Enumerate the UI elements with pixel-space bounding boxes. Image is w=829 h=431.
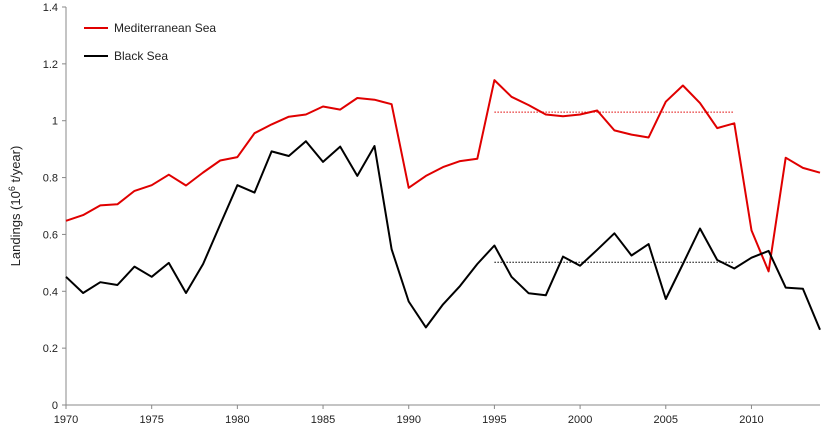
y-tick-label: 1.2 (43, 59, 58, 71)
series-line-black-sea (65, 140, 821, 331)
legend-label-mediterranean-sea: Mediterranean Sea (114, 21, 216, 35)
x-axis-ticks: 1970 1975 1980 1985 1990 1995 2000 2005 2010 (54, 405, 764, 426)
y-axis-title-prefix: Landings (10 (8, 191, 23, 266)
y-tick-label: 1 (52, 116, 58, 128)
x-tick-label: 1990 (396, 414, 420, 426)
y-tick-label: 0 (52, 400, 58, 412)
x-tick-label: 2010 (739, 414, 763, 426)
y-axis-title: Landings (106 t/year) (7, 146, 23, 267)
series-lines (65, 79, 821, 331)
y-tick-label: 0.6 (43, 229, 58, 241)
y-tick-label: 0.8 (43, 173, 58, 185)
x-tick-label: 2000 (568, 414, 592, 426)
x-tick-label: 1980 (225, 414, 249, 426)
x-tick-label: 1985 (311, 414, 335, 426)
y-tick-label: 1.4 (43, 2, 58, 14)
reference-lines (494, 111, 735, 263)
x-tick-label: 1975 (139, 414, 163, 426)
y-axis-ticks: 0 0.2 0.4 0.6 0.8 1 1.2 1.4 (43, 2, 66, 412)
legend: Mediterranean Sea Black Sea (84, 21, 216, 63)
legend-label-black-sea: Black Sea (114, 49, 168, 63)
x-tick-label: 1970 (54, 414, 78, 426)
y-tick-label: 0.2 (43, 343, 58, 355)
series-line-mediterranean-sea (65, 79, 821, 273)
x-tick-label: 1995 (482, 414, 506, 426)
y-tick-label: 0.4 (43, 286, 58, 298)
x-tick-label: 2005 (654, 414, 678, 426)
y-axis-title-suffix: t/year) (8, 146, 23, 186)
y-axis-title-superscript: 6 (7, 186, 17, 191)
plot-area: 0 0.2 0.4 0.6 0.8 1 1.2 1.4 1970 1975 1980 1985 199… (43, 2, 821, 426)
